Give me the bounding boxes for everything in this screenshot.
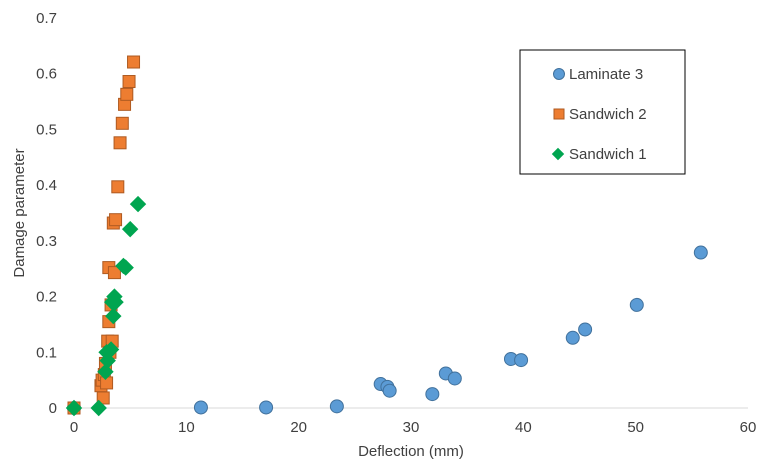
data-point [330, 400, 343, 413]
data-point [579, 323, 592, 336]
data-point [566, 331, 579, 344]
x-tick-label: 50 [627, 419, 644, 436]
y-tick-label: 0.1 [36, 344, 57, 361]
x-tick-label: 10 [178, 419, 195, 436]
x-tick-label: 20 [290, 419, 307, 436]
y-tick-label: 0.6 [36, 66, 57, 83]
y-tick-label: 0.3 [36, 233, 57, 250]
x-tick-label: 30 [403, 419, 420, 436]
data-point [630, 298, 643, 311]
data-point [116, 117, 128, 129]
data-point [194, 401, 207, 414]
x-tick-labels: 0 10 20 30 40 50 60 [70, 419, 757, 436]
legend-label: Sandwich 2 [569, 106, 647, 123]
legend-label: Laminate 3 [569, 66, 643, 83]
data-point [128, 56, 140, 68]
data-point [448, 372, 461, 385]
x-tick-label: 40 [515, 419, 532, 436]
data-point [260, 401, 273, 414]
data-point [426, 388, 439, 401]
legend-marker [554, 109, 564, 119]
data-point [694, 246, 707, 259]
y-tick-label: 0.5 [36, 121, 57, 138]
legend-label: Sandwich 1 [569, 146, 647, 163]
data-point [123, 76, 135, 88]
y-tick-labels: 0 0.1 0.2 0.3 0.4 0.5 0.6 0.7 [36, 10, 57, 417]
data-point [123, 222, 138, 237]
data-point [114, 137, 126, 149]
series-laminate-3 [68, 246, 708, 414]
y-tick-label: 0.4 [36, 177, 57, 194]
data-point [110, 214, 122, 226]
y-tick-label: 0 [49, 400, 57, 417]
data-point [112, 181, 124, 193]
y-tick-label: 0.7 [36, 10, 57, 27]
data-point [515, 354, 528, 367]
data-point [383, 384, 396, 397]
y-tick-label: 0.2 [36, 289, 57, 306]
x-axis-title: Deflection (mm) [358, 443, 464, 460]
x-tick-label: 0 [70, 419, 78, 436]
legend: Laminate 3 Sandwich 2 Sandwich 1 [520, 50, 685, 174]
data-point [131, 197, 146, 212]
data-point [121, 88, 133, 100]
legend-marker [554, 69, 565, 80]
x-tick-label: 60 [740, 419, 757, 436]
y-axis-title: Damage parameter [11, 148, 28, 277]
